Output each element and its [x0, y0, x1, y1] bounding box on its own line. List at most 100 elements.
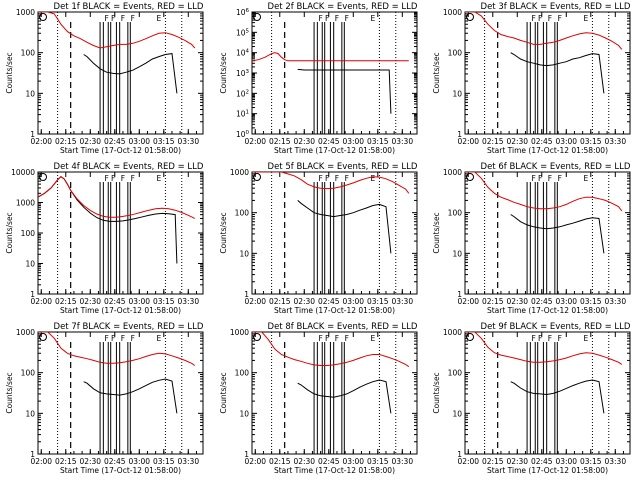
event-letter-marker: F: [558, 14, 562, 23]
x-axis-label: Start Time (17-Oct-12 01:58:00): [274, 466, 395, 475]
x-tick-label: 02:00: [30, 297, 52, 306]
y-tick-label: 1: [244, 450, 249, 459]
plot-frame: [251, 331, 418, 455]
event-letter-marker: F: [111, 14, 115, 23]
y-tick-label: 10: [25, 260, 35, 269]
y-tick-label: 1000: [16, 328, 35, 337]
event-letter-marker: F: [131, 174, 135, 183]
origin-marker: [253, 173, 261, 181]
series-lld-line: [252, 52, 409, 62]
event-letter-marker: E: [157, 174, 162, 183]
series-lld-line: [252, 172, 410, 194]
x-tick-label: 03:15: [367, 457, 389, 466]
x-tick-label: 03:30: [391, 297, 413, 306]
y-tick-label: 1: [30, 290, 35, 299]
chart-panel-4: Det 4f BLACK = Events, RED = LLD 1 10 100 10…: [5, 162, 204, 315]
x-axis-label: Start Time (17-Oct-12 01:58:00): [60, 306, 181, 315]
event-letter-marker: F: [121, 174, 125, 183]
x-axis-label: Start Time (17-Oct-12 01:58:00): [60, 146, 181, 155]
x-tick-label: 03:15: [153, 297, 175, 306]
y-axis-label: Counts/sec: [432, 52, 441, 93]
event-letter-marker: F: [318, 334, 322, 343]
x-tick-label: 02:15: [269, 297, 291, 306]
y-tick-label: 1000: [16, 199, 35, 208]
y-tick-label: 1000: [230, 328, 249, 337]
y-axis-label: Counts/sec: [5, 372, 14, 413]
event-letter-marker: F: [318, 14, 322, 23]
event-letter-marker: E: [584, 174, 589, 183]
event-letter-marker: F: [111, 334, 115, 343]
y-tick-label: 1000: [443, 8, 462, 17]
origin-marker: [466, 173, 474, 181]
series-lld-line: [252, 332, 410, 368]
event-letter-marker: F: [538, 334, 542, 343]
plot-frame: [37, 171, 204, 295]
event-letter-marker: F: [531, 174, 535, 183]
y-tick-label: 1: [30, 130, 35, 139]
x-tick-label: 02:45: [531, 297, 553, 306]
x-tick-label: 02:45: [531, 137, 553, 146]
event-letter-marker: F: [335, 174, 339, 183]
series-lld-line: [38, 176, 196, 219]
chart-title: Det 6f BLACK = Events, RED = LLD: [481, 162, 631, 172]
chart-panel-9: Det 9f BLACK = Events, RED = LLD 1 10 100 10…: [432, 322, 631, 475]
x-tick-label: 03:15: [367, 137, 389, 146]
x-tick-label: 03:00: [342, 297, 364, 306]
event-letter-marker: F: [558, 174, 562, 183]
x-tick-label: 03:30: [604, 457, 626, 466]
x-tick-label: 03:30: [391, 137, 413, 146]
x-tick-label: 02:45: [104, 137, 126, 146]
event-letter-marker: F: [111, 174, 115, 183]
y-tick-label: 10: [452, 409, 462, 418]
y-tick-label: 1: [30, 450, 35, 459]
series-lld-line: [465, 332, 623, 365]
x-tick-label: 03:00: [342, 137, 364, 146]
y-tick-label: 100: [21, 369, 36, 378]
x-tick-label: 02:15: [269, 457, 291, 466]
event-letter-marker: F: [548, 174, 552, 183]
x-tick-label: 02:00: [457, 137, 479, 146]
x-tick-label: 02:45: [531, 457, 553, 466]
x-tick-label: 02:45: [104, 297, 126, 306]
y-tick-label: 1: [244, 290, 249, 299]
x-axis-label: Start Time (17-Oct-12 01:58:00): [487, 146, 608, 155]
y-tick-label: 10: [452, 89, 462, 98]
event-letter-marker: F: [538, 14, 542, 23]
x-tick-label: 02:45: [318, 297, 340, 306]
x-tick-label: 02:15: [482, 137, 504, 146]
y-tick-label: 100: [235, 209, 250, 218]
x-tick-label: 02:30: [293, 457, 315, 466]
event-letter-marker: E: [584, 14, 589, 23]
y-tick-label: 1: [457, 450, 462, 459]
x-axis-label: Start Time (17-Oct-12 01:58:00): [274, 306, 395, 315]
x-axis-label: Start Time (17-Oct-12 01:58:00): [274, 146, 395, 155]
event-letter-marker: F: [121, 334, 125, 343]
event-letter-marker: F: [345, 334, 349, 343]
series-events-line: [297, 379, 392, 414]
x-tick-label: 02:30: [293, 297, 315, 306]
chart-panel-5: Det 5f BLACK = Events, RED = LLD 1 10 100 10…: [219, 162, 418, 315]
x-axis-label: Start Time (17-Oct-12 01:58:00): [487, 466, 608, 475]
y-tick-label: 10: [452, 249, 462, 258]
y-axis-label: Counts/sec: [5, 52, 14, 93]
series-lld-line: [38, 332, 196, 366]
y-tick-label: 1: [457, 290, 462, 299]
y-tick-label: 104: [236, 49, 250, 58]
series-lld-line: [38, 12, 196, 49]
x-tick-label: 03:30: [177, 137, 199, 146]
y-tick-label: 10: [25, 89, 35, 98]
x-tick-label: 03:15: [580, 297, 602, 306]
y-tick-label: 100: [236, 130, 250, 139]
event-letter-marker: F: [325, 14, 329, 23]
x-axis-label: Start Time (17-Oct-12 01:58:00): [60, 466, 181, 475]
x-tick-label: 02:30: [506, 137, 528, 146]
chart-title: Det 2f BLACK = Events, RED = LLD: [268, 2, 418, 12]
x-tick-label: 02:00: [457, 297, 479, 306]
event-letter-marker: F: [531, 334, 535, 343]
plot-frame: [37, 331, 204, 455]
x-axis-label: Start Time (17-Oct-12 01:58:00): [487, 306, 608, 315]
event-letter-marker: F: [538, 174, 542, 183]
y-tick-label: 10: [239, 409, 249, 418]
x-tick-label: 03:00: [342, 457, 364, 466]
x-tick-label: 03:30: [604, 297, 626, 306]
